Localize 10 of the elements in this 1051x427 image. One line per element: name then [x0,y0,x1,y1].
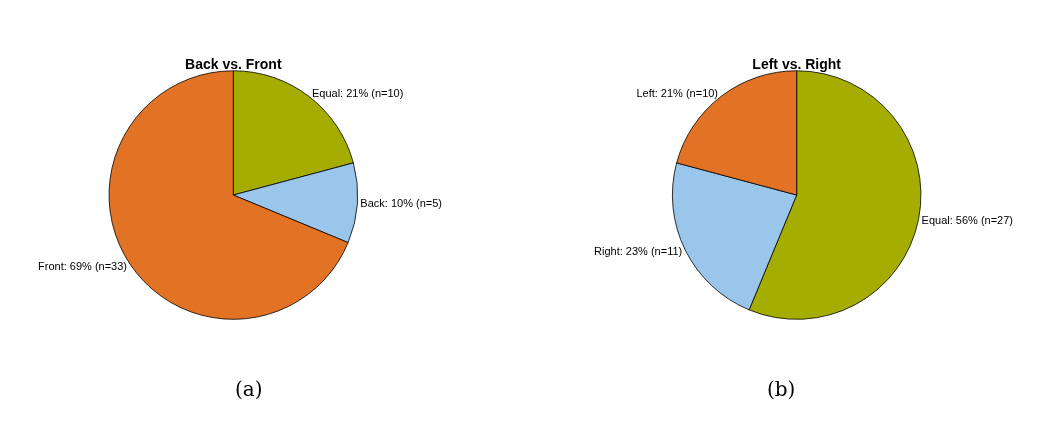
text: (a) [235,377,263,401]
text: (b) [767,377,796,401]
chart-title: Back vs. Front [185,55,282,72]
slice-label: Equal: 56% (n=27) [921,213,1013,226]
slice-label: Right: 23% (n=11) [594,245,683,258]
slice-label: Back: 10% (n=5) [360,197,442,210]
slice-label: Equal: 21% (n=10) [311,86,404,99]
slice-label: Front: 69% (n=33) [38,259,127,272]
slice-label: Left: 21% (n=10) [636,86,719,99]
chart-title: Left vs. Right [752,55,842,72]
